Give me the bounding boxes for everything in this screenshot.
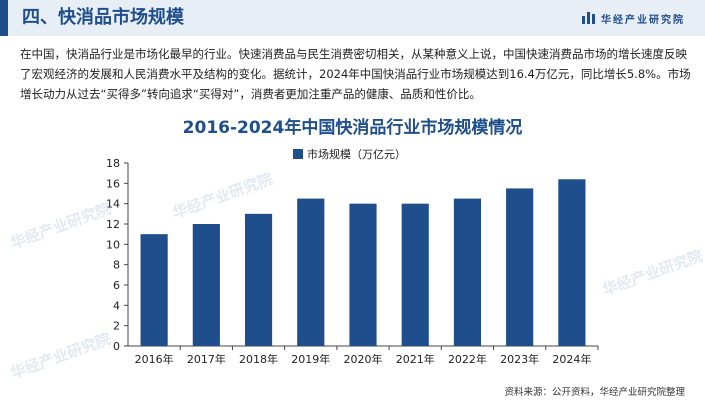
bar xyxy=(453,198,482,346)
y-tick-label: 10 xyxy=(106,238,120,251)
x-tick-label: 2019年 xyxy=(291,352,330,366)
header-accent-bar xyxy=(0,0,8,36)
section-title: 四、快消品市场规模 xyxy=(22,7,184,28)
brand-name: 华经产业研究院 xyxy=(601,14,685,26)
x-tick-label: 2016年 xyxy=(135,352,174,366)
y-tick-label: 18 xyxy=(106,157,120,170)
source-note: 资料来源：公开资料，华经产业研究院整理 xyxy=(504,387,685,398)
y-tick-label: 0 xyxy=(113,340,120,353)
bar xyxy=(506,188,534,346)
y-tick-label: 8 xyxy=(113,259,120,272)
x-tick-label: 2020年 xyxy=(344,352,383,366)
x-tick-label: 2018年 xyxy=(239,352,278,366)
legend-swatch xyxy=(293,149,303,159)
bar xyxy=(349,203,377,346)
legend-label: 市场规模（万亿元） xyxy=(307,147,406,161)
y-tick-label: 2 xyxy=(113,320,120,333)
bar xyxy=(244,213,273,346)
brand: 华经产业研究院 xyxy=(582,10,685,26)
chart-title: 2016-2024年中国快消品行业市场规模情况 xyxy=(182,118,523,138)
bar xyxy=(140,234,168,346)
x-tick-label: 2022年 xyxy=(448,352,487,366)
y-tick-label: 6 xyxy=(113,279,120,292)
x-tick-label: 2024年 xyxy=(552,352,591,366)
y-tick-label: 4 xyxy=(113,299,120,312)
brand-logo-icon xyxy=(582,12,595,24)
x-tick-label: 2017年 xyxy=(187,352,226,366)
x-tick-label: 2021年 xyxy=(396,352,435,366)
bar xyxy=(297,198,325,346)
intro-paragraph: 在中国，快消品行业是市场化最早的行业。快速消费品与民生消费密切相关，从某种意义上… xyxy=(20,47,691,101)
y-tick-label: 16 xyxy=(106,177,120,190)
y-tick-label: 12 xyxy=(106,218,120,231)
bar xyxy=(401,203,429,346)
x-tick-label: 2023年 xyxy=(500,352,539,366)
y-tick-label: 14 xyxy=(106,198,120,211)
bar xyxy=(192,224,220,346)
bar xyxy=(558,179,586,346)
section-header: 四、快消品市场规模 华经产业研究院 xyxy=(0,0,705,36)
